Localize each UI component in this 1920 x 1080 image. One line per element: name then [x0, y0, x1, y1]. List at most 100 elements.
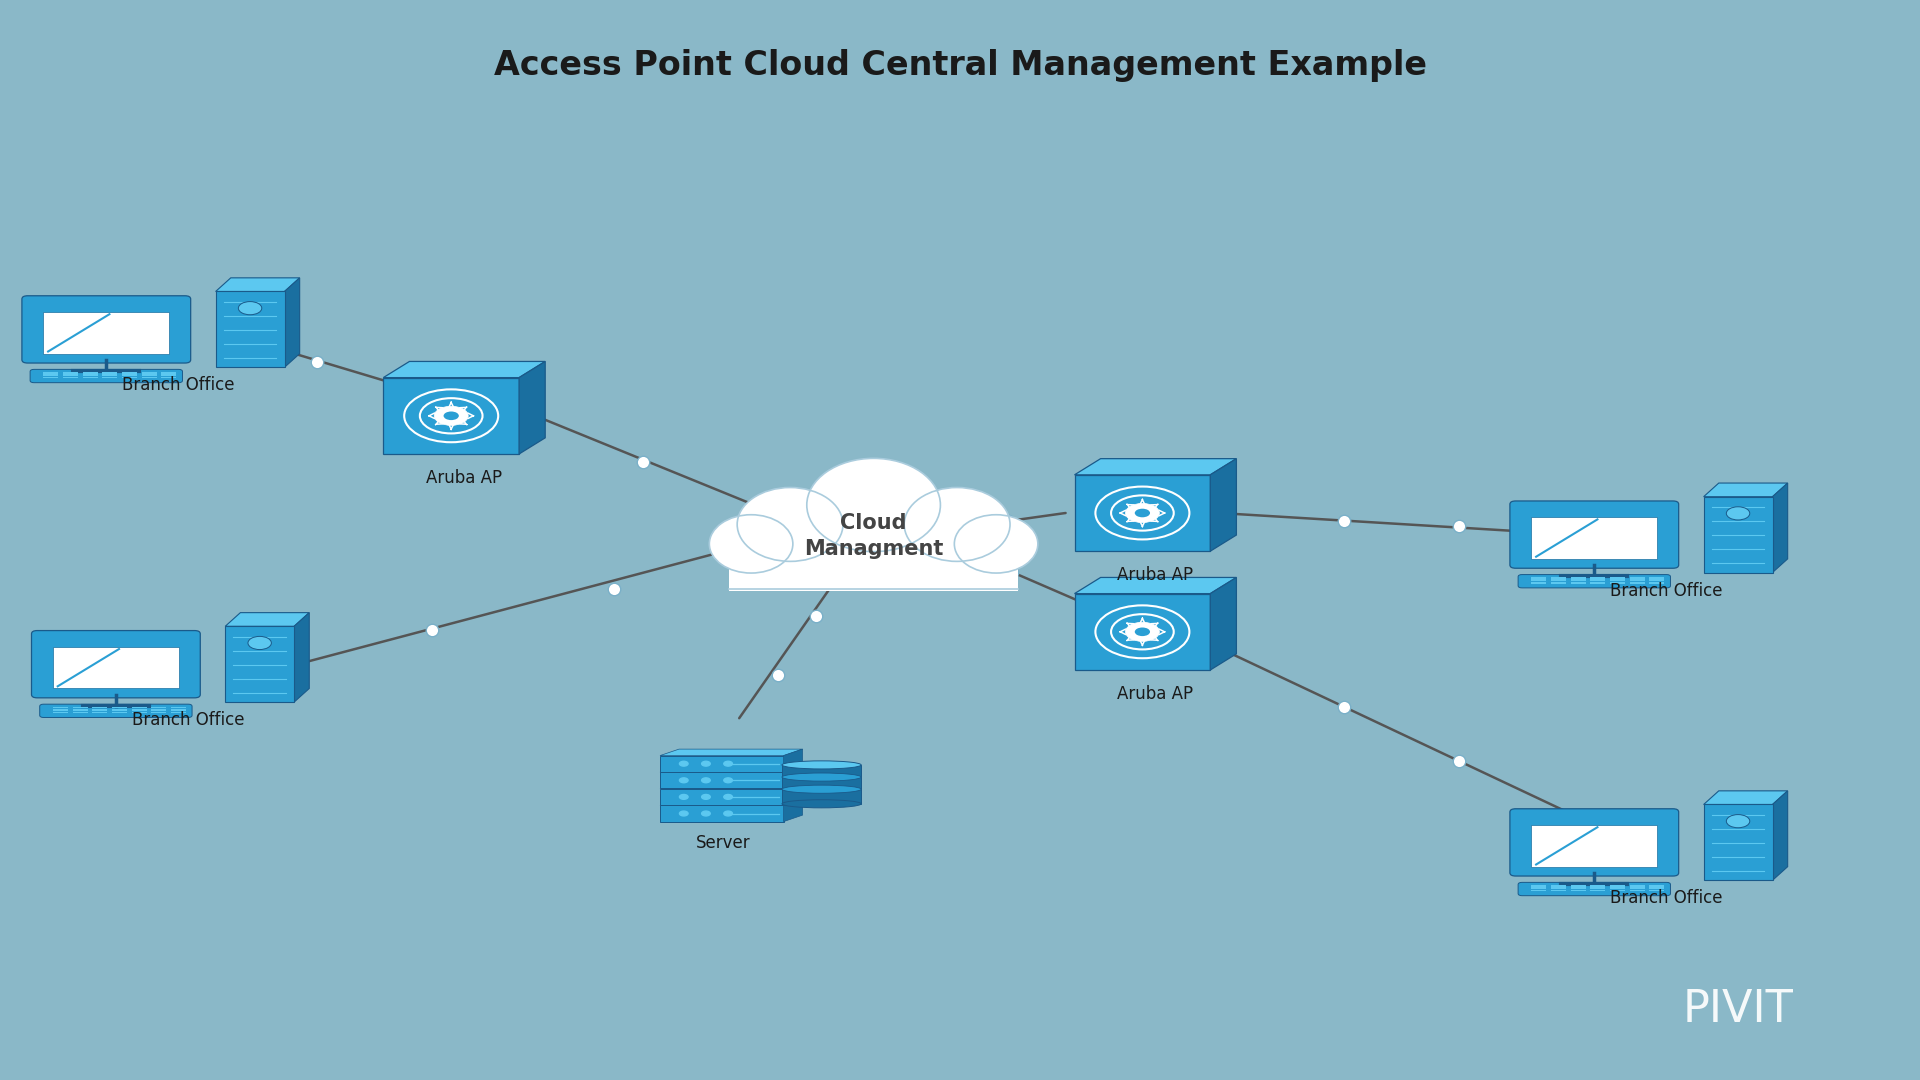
FancyBboxPatch shape — [1551, 577, 1567, 579]
FancyBboxPatch shape — [1611, 888, 1624, 889]
Polygon shape — [660, 766, 803, 772]
Circle shape — [724, 761, 732, 766]
FancyBboxPatch shape — [215, 292, 284, 367]
FancyBboxPatch shape — [1649, 885, 1665, 887]
FancyBboxPatch shape — [44, 372, 58, 374]
FancyBboxPatch shape — [54, 710, 67, 711]
Polygon shape — [660, 799, 803, 806]
FancyBboxPatch shape — [1590, 890, 1605, 891]
Polygon shape — [1075, 459, 1236, 475]
FancyBboxPatch shape — [73, 712, 88, 713]
Ellipse shape — [904, 487, 1010, 562]
Polygon shape — [384, 362, 545, 378]
Polygon shape — [783, 766, 803, 788]
Ellipse shape — [781, 773, 862, 781]
FancyBboxPatch shape — [63, 377, 79, 378]
Polygon shape — [1703, 791, 1788, 805]
FancyBboxPatch shape — [1551, 582, 1567, 583]
FancyBboxPatch shape — [1611, 890, 1624, 891]
FancyBboxPatch shape — [1532, 885, 1546, 887]
Circle shape — [701, 811, 710, 816]
Polygon shape — [783, 799, 803, 822]
Text: Branch Office: Branch Office — [123, 377, 234, 394]
Polygon shape — [215, 278, 300, 292]
FancyBboxPatch shape — [730, 526, 1018, 589]
FancyBboxPatch shape — [1649, 890, 1665, 891]
FancyBboxPatch shape — [123, 377, 136, 378]
FancyBboxPatch shape — [1611, 577, 1624, 579]
FancyBboxPatch shape — [102, 377, 117, 378]
FancyBboxPatch shape — [44, 312, 169, 353]
FancyBboxPatch shape — [142, 372, 157, 374]
FancyBboxPatch shape — [660, 806, 783, 822]
Circle shape — [238, 301, 261, 314]
Text: PIVIT: PIVIT — [1682, 988, 1793, 1031]
Circle shape — [724, 811, 732, 816]
FancyBboxPatch shape — [171, 712, 186, 713]
FancyBboxPatch shape — [1590, 885, 1605, 887]
FancyBboxPatch shape — [73, 710, 88, 711]
FancyBboxPatch shape — [1551, 580, 1567, 581]
FancyBboxPatch shape — [152, 706, 167, 708]
FancyBboxPatch shape — [1611, 885, 1624, 887]
Polygon shape — [1703, 483, 1788, 497]
Polygon shape — [1210, 459, 1236, 551]
FancyBboxPatch shape — [92, 712, 108, 713]
FancyBboxPatch shape — [63, 375, 79, 376]
FancyBboxPatch shape — [660, 756, 783, 772]
Ellipse shape — [781, 785, 862, 793]
Polygon shape — [1075, 475, 1210, 551]
FancyBboxPatch shape — [102, 372, 117, 374]
FancyBboxPatch shape — [660, 772, 783, 788]
FancyBboxPatch shape — [1509, 501, 1678, 568]
Polygon shape — [1772, 483, 1788, 572]
FancyBboxPatch shape — [1519, 575, 1670, 588]
Text: Branch Office: Branch Office — [1611, 582, 1722, 599]
FancyBboxPatch shape — [1532, 577, 1546, 579]
FancyBboxPatch shape — [142, 377, 157, 378]
Circle shape — [724, 778, 732, 783]
FancyBboxPatch shape — [1532, 890, 1546, 891]
FancyBboxPatch shape — [1649, 582, 1665, 583]
Polygon shape — [518, 362, 545, 454]
FancyBboxPatch shape — [1519, 882, 1670, 895]
FancyBboxPatch shape — [102, 375, 117, 376]
FancyBboxPatch shape — [152, 712, 167, 713]
Text: Server: Server — [697, 834, 751, 852]
FancyBboxPatch shape — [781, 765, 862, 804]
FancyBboxPatch shape — [1551, 885, 1567, 887]
FancyBboxPatch shape — [31, 631, 200, 698]
Text: Access Point Cloud Central Management Example: Access Point Cloud Central Management Ex… — [493, 49, 1427, 82]
FancyBboxPatch shape — [730, 548, 1018, 591]
Circle shape — [1135, 627, 1150, 636]
FancyBboxPatch shape — [63, 372, 79, 374]
FancyBboxPatch shape — [1571, 580, 1586, 581]
Ellipse shape — [781, 760, 862, 769]
FancyBboxPatch shape — [1571, 885, 1586, 887]
Circle shape — [1125, 622, 1160, 642]
Circle shape — [724, 795, 732, 799]
FancyBboxPatch shape — [1551, 888, 1567, 889]
Polygon shape — [1210, 578, 1236, 670]
FancyBboxPatch shape — [132, 706, 146, 708]
FancyBboxPatch shape — [1571, 582, 1586, 583]
FancyBboxPatch shape — [225, 626, 294, 702]
FancyBboxPatch shape — [73, 706, 88, 708]
Polygon shape — [783, 750, 803, 772]
FancyBboxPatch shape — [142, 375, 157, 376]
FancyBboxPatch shape — [1630, 577, 1645, 579]
Circle shape — [680, 761, 687, 766]
Polygon shape — [225, 612, 309, 626]
FancyBboxPatch shape — [132, 710, 146, 711]
FancyBboxPatch shape — [1703, 805, 1772, 880]
Polygon shape — [1075, 594, 1210, 670]
FancyBboxPatch shape — [660, 788, 783, 805]
Circle shape — [680, 778, 687, 783]
Polygon shape — [660, 782, 803, 788]
Text: Branch Office: Branch Office — [132, 712, 244, 729]
Circle shape — [444, 411, 459, 420]
FancyBboxPatch shape — [161, 372, 177, 374]
Circle shape — [420, 399, 482, 433]
FancyBboxPatch shape — [1532, 517, 1657, 558]
FancyBboxPatch shape — [152, 710, 167, 711]
